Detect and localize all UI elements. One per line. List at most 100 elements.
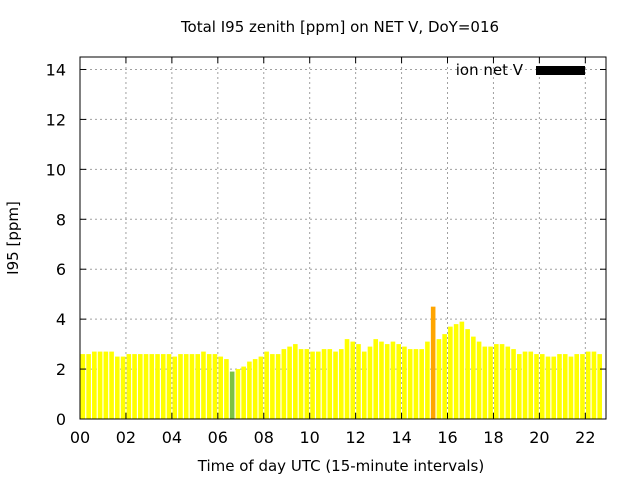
- bar: [373, 339, 379, 419]
- bar: [86, 354, 91, 419]
- y-tick-label: 2: [56, 360, 66, 379]
- bar: [505, 346, 511, 419]
- x-tick-label: 20: [529, 428, 549, 447]
- bar: [545, 356, 551, 419]
- bar: [344, 339, 350, 419]
- bar: [459, 321, 465, 419]
- bar: [528, 351, 534, 419]
- y-axis-label: I95 [ppm]: [4, 201, 22, 275]
- bar: [568, 356, 574, 419]
- x-tick-label: 18: [483, 428, 503, 447]
- bar: [390, 341, 396, 419]
- bar: [367, 346, 373, 419]
- bar: [425, 341, 430, 419]
- bar: [321, 349, 327, 419]
- bar: [298, 349, 304, 419]
- bar: [293, 344, 298, 419]
- x-axis-label: Time of day UTC (15-minute intervals): [197, 457, 484, 475]
- bar: [333, 351, 338, 419]
- y-tick-label: 4: [56, 310, 66, 329]
- bar: [109, 351, 114, 419]
- bar: [241, 366, 246, 419]
- bar: [264, 351, 269, 419]
- x-tick-label: 10: [300, 428, 320, 447]
- bar: [327, 349, 333, 419]
- bar: [580, 354, 585, 419]
- bar: [218, 356, 223, 419]
- chart-title: Total I95 zenith [ppm] on NET V, DoY=016: [180, 18, 499, 36]
- bar: [562, 354, 568, 419]
- bar: [407, 349, 413, 419]
- bar: [396, 344, 401, 419]
- x-tick-label: 04: [162, 428, 182, 447]
- bar: [189, 354, 195, 419]
- bar: [361, 351, 367, 419]
- bar: [413, 349, 419, 419]
- bar: [482, 346, 488, 419]
- bar: [310, 351, 315, 419]
- bar: [166, 354, 172, 419]
- bar: [206, 354, 212, 419]
- bar: [476, 341, 482, 419]
- x-tick-label: 08: [254, 428, 274, 447]
- bar: [281, 349, 287, 419]
- bar: [212, 354, 218, 419]
- bar: [115, 356, 120, 419]
- legend: ion net V: [456, 61, 585, 79]
- bar: [155, 354, 160, 419]
- bar: [591, 351, 597, 419]
- x-tick-labels: 00 02 04 06 08 10 12 14 16 18 20 22: [70, 428, 596, 447]
- y-tick-label: 10: [46, 160, 66, 179]
- x-tick-label: 16: [437, 428, 457, 447]
- legend-swatch: [536, 66, 585, 75]
- x-tick-label: 22: [575, 428, 595, 447]
- bar: [488, 346, 493, 419]
- bar: [442, 334, 447, 419]
- bar: [448, 326, 453, 419]
- bar: [356, 344, 361, 419]
- y-tick-labels: 0 2 4 6 8 10 12 14: [46, 60, 66, 429]
- bar: [252, 359, 258, 419]
- bar: [92, 351, 97, 419]
- bar: [316, 351, 321, 419]
- bar: [97, 351, 103, 419]
- bar: [172, 356, 178, 419]
- axis-ticks: [79, 57, 606, 420]
- bar: [574, 354, 580, 419]
- y-tick-label: 8: [56, 210, 66, 229]
- bar: [80, 354, 86, 419]
- bar: [534, 354, 539, 419]
- bar: [304, 349, 310, 419]
- bar: [551, 356, 557, 419]
- bar: [258, 356, 264, 419]
- bar: [160, 354, 166, 419]
- bar: [499, 344, 505, 419]
- bar: [557, 354, 562, 419]
- bar: [436, 339, 442, 419]
- x-tick-label: 02: [116, 428, 136, 447]
- bar: [402, 346, 407, 419]
- x-tick-label: 14: [391, 428, 411, 447]
- plot-frame: [79, 56, 607, 420]
- bar: [522, 351, 528, 419]
- x-tick-label: 00: [70, 428, 90, 447]
- bar: [275, 354, 281, 419]
- bar: [103, 351, 109, 419]
- y-tick-label: 0: [56, 410, 66, 429]
- bar: [143, 354, 149, 419]
- bar: [149, 354, 155, 419]
- bar: [465, 329, 470, 419]
- bar: [126, 354, 132, 419]
- bar: [539, 354, 545, 419]
- bar: [132, 354, 137, 419]
- bar: [379, 341, 384, 419]
- y-tick-label: 12: [46, 110, 66, 129]
- bar: [338, 349, 344, 419]
- bar: [195, 354, 201, 419]
- bar: [511, 349, 516, 419]
- bar: [247, 361, 252, 419]
- bar: [471, 336, 476, 419]
- bar: [453, 324, 459, 419]
- bar: [516, 354, 522, 419]
- bar: [494, 344, 499, 419]
